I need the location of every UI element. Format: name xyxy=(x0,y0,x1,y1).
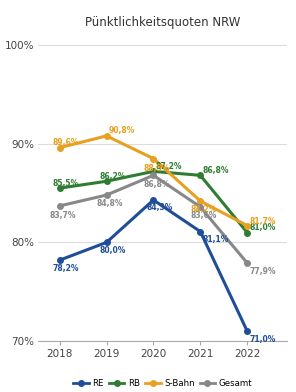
Text: 84,3%: 84,3% xyxy=(147,203,173,212)
Text: 77,9%: 77,9% xyxy=(250,267,276,276)
Text: 83,7%: 83,7% xyxy=(49,211,76,220)
Text: 86,8%: 86,8% xyxy=(143,180,170,189)
Text: 89,6%: 89,6% xyxy=(53,138,79,147)
Legend: RE, RB, S-Bahn, Gesamt: RE, RB, S-Bahn, Gesamt xyxy=(70,376,256,392)
Text: 87,2%: 87,2% xyxy=(156,162,182,171)
Text: 81,7%: 81,7% xyxy=(250,217,276,226)
Text: 71,0%: 71,0% xyxy=(250,334,276,343)
Text: 80,0%: 80,0% xyxy=(99,246,126,255)
Title: Pünktlichkeitsquoten NRW: Pünktlichkeitsquoten NRW xyxy=(85,16,240,29)
Text: 78,2%: 78,2% xyxy=(53,263,79,272)
Text: 88,5%: 88,5% xyxy=(143,164,170,173)
Text: 81,1%: 81,1% xyxy=(203,235,229,244)
Text: 90,8%: 90,8% xyxy=(109,127,135,136)
Text: 86,2%: 86,2% xyxy=(99,172,126,181)
Text: 81,0%: 81,0% xyxy=(250,223,276,232)
Text: 84,8%: 84,8% xyxy=(96,200,123,209)
Text: 85,5%: 85,5% xyxy=(53,179,79,188)
Text: 86,8%: 86,8% xyxy=(203,166,229,175)
Text: 84,2%: 84,2% xyxy=(190,205,216,214)
Text: 83,6%: 83,6% xyxy=(190,211,216,220)
